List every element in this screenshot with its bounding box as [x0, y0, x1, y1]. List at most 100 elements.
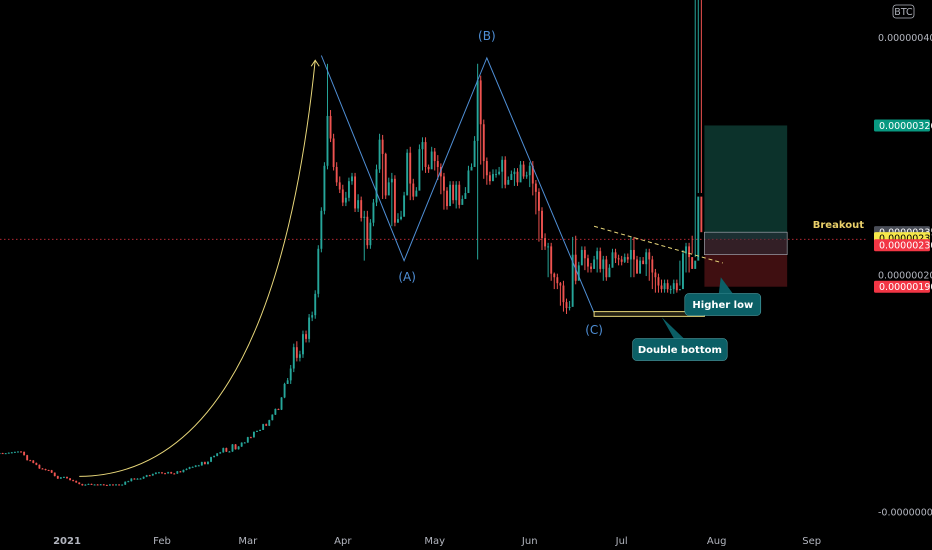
candle-body — [485, 161, 488, 176]
candle-body — [112, 484, 114, 486]
price-axis[interactable]: -0.000000000.000000200.000000400.0000006… — [874, 0, 932, 519]
candle — [375, 164, 378, 207]
candle — [87, 483, 90, 485]
candle-body — [53, 472, 56, 477]
candle-body — [694, 260, 697, 269]
candle-body — [154, 472, 157, 474]
candle — [320, 207, 323, 253]
candle — [265, 423, 268, 427]
candle — [210, 456, 212, 463]
candle — [381, 134, 384, 199]
candle — [479, 75, 482, 165]
candle-body — [286, 380, 289, 384]
candle — [537, 188, 540, 242]
time-axis[interactable]: 2021 Feb Mar Apr May Jun Jul Aug Sep — [53, 536, 821, 547]
candle-body — [642, 260, 645, 265]
candle — [274, 408, 277, 416]
candle-body — [562, 285, 565, 303]
candle-body — [115, 484, 117, 486]
candle-body — [697, 196, 700, 261]
candle — [105, 484, 108, 486]
price-tag-4[interactable]: 0.00000190 — [874, 280, 932, 294]
candle-body — [23, 451, 26, 456]
candle-body — [323, 165, 326, 211]
candle-body — [464, 193, 467, 199]
candle-body — [406, 152, 409, 196]
candle — [38, 464, 41, 469]
candle — [534, 180, 537, 215]
candle-body — [470, 166, 473, 171]
abc-wave-line — [320, 55, 595, 313]
candle-body — [571, 254, 574, 307]
candle-body — [185, 468, 188, 470]
candle — [580, 246, 583, 266]
candle-body — [326, 115, 329, 166]
candle — [562, 280, 565, 312]
position-zones — [0, 125, 868, 287]
candle-body — [210, 457, 212, 462]
candle-body — [632, 249, 635, 260]
candle — [541, 207, 543, 250]
candle — [7, 452, 10, 454]
candle-body — [507, 180, 510, 185]
candle-body — [72, 480, 75, 482]
candle — [672, 279, 675, 294]
candle — [23, 451, 26, 456]
candle — [608, 264, 611, 278]
candle-body — [467, 170, 470, 194]
candle-body — [295, 347, 298, 358]
candle-body — [351, 176, 353, 182]
candle-body — [525, 175, 528, 177]
candle-body — [127, 481, 130, 483]
candle — [66, 476, 68, 479]
candle — [262, 423, 265, 430]
symbol-badge[interactable]: BTC — [892, 4, 915, 19]
candle — [84, 484, 87, 486]
candle-body — [363, 216, 366, 218]
candle-body — [197, 465, 200, 467]
candle — [645, 248, 648, 277]
candle-body — [675, 283, 678, 291]
candle — [397, 213, 399, 223]
candle — [219, 451, 222, 454]
candle-body — [1, 453, 4, 455]
candle-body — [393, 178, 396, 223]
candle-body — [145, 475, 148, 477]
candle-body — [366, 216, 369, 246]
candle — [605, 255, 608, 281]
candle-body — [102, 484, 105, 486]
candle-body — [636, 259, 638, 274]
candle-body — [10, 452, 13, 454]
candle-body — [200, 462, 203, 466]
candle-body — [167, 472, 170, 474]
candle-body — [151, 473, 154, 476]
candle — [455, 181, 458, 209]
candle-body — [252, 431, 255, 438]
candle — [507, 176, 510, 185]
candle — [577, 261, 580, 281]
candle — [611, 248, 614, 268]
candle-body — [317, 248, 320, 294]
candle — [688, 242, 691, 273]
candle — [571, 236, 574, 307]
candle — [602, 255, 605, 281]
candle — [587, 254, 589, 273]
price-tag-3[interactable]: 0.00000230 — [874, 239, 932, 252]
candle — [525, 171, 528, 179]
candle-body — [593, 259, 596, 269]
candle — [682, 249, 684, 290]
candle-body — [38, 464, 41, 469]
price-tag-0[interactable]: 0.00000326 — [874, 119, 932, 132]
candle — [544, 233, 547, 250]
candle-body — [360, 200, 363, 218]
candle-body — [93, 484, 96, 486]
candle-body — [207, 461, 209, 465]
candle — [452, 181, 455, 204]
candle-body — [375, 169, 378, 203]
candle — [151, 473, 154, 476]
candle — [268, 419, 271, 427]
candle-body — [234, 444, 237, 450]
candle-body — [657, 277, 660, 286]
candle — [347, 177, 350, 202]
candle-body — [121, 484, 124, 486]
